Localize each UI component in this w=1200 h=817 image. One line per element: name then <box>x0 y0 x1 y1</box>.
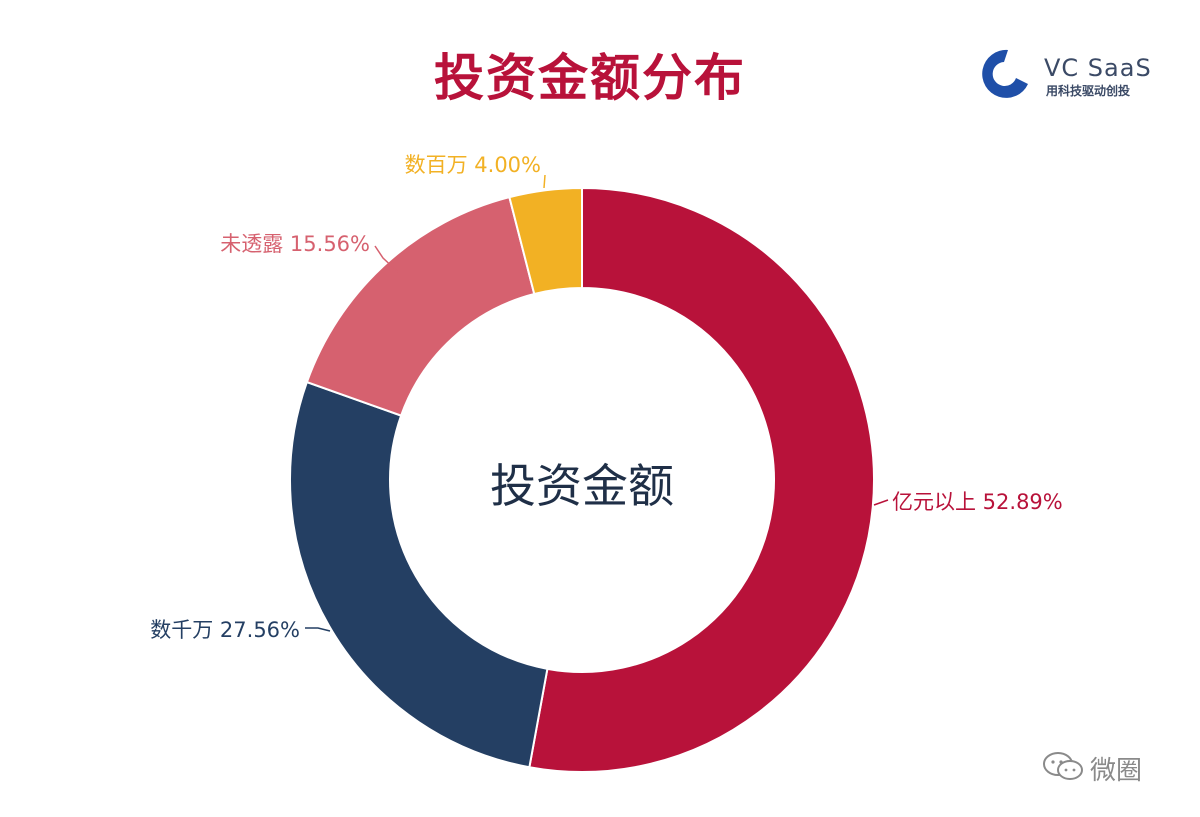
logo: VC SaaS 用科技驱动创投 <box>978 44 1158 104</box>
slice-labels: 亿元以上 52.89% 数千万 27.56% 未透露 15.56% 数百万 4.00% <box>150 153 1063 642</box>
donut-slice-1 <box>528 186 875 773</box>
donut-center-label: 投资金额 <box>490 459 674 513</box>
slice-label-2: 数千万 27.56% <box>150 618 300 642</box>
slice-label-3: 未透露 15.56% <box>220 232 370 256</box>
donut-slices <box>289 186 875 773</box>
donut-slice-2 <box>289 380 549 769</box>
leader-line-2 <box>305 627 331 632</box>
slice-label-4: 数百万 4.00% <box>405 153 541 177</box>
donut-slice-3 <box>305 195 536 417</box>
label-leader-lines <box>305 174 889 632</box>
slice-label-1: 亿元以上 52.89% <box>892 490 1063 514</box>
leader-line-4 <box>543 174 546 189</box>
donut-slice-4 <box>508 186 583 296</box>
logo-slogan: 用科技驱动创投 <box>1046 84 1131 98</box>
watermark: 微圈 <box>1042 748 1172 788</box>
logo-name: VC SaaS <box>1044 54 1152 82</box>
page-title: 投资金额分布 <box>434 49 746 107</box>
logo-mark-icon <box>982 49 1028 98</box>
leader-line-1 <box>873 499 889 506</box>
chat-bubbles-icon <box>1043 752 1083 780</box>
watermark-text: 微圈 <box>1090 756 1143 786</box>
leader-line-3 <box>374 245 399 273</box>
